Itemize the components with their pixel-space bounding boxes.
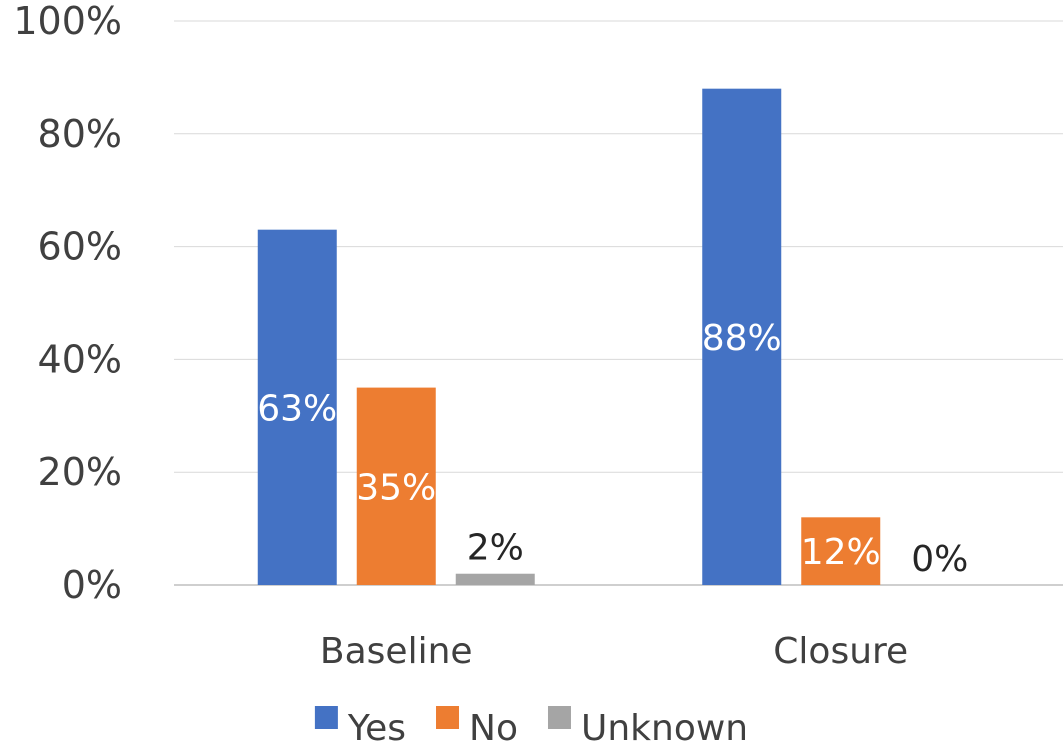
- y-tick-label: 0%: [62, 563, 122, 607]
- legend-swatch: [547, 706, 571, 729]
- bar-unknown-baseline: [455, 573, 535, 585]
- legend-item-no: No: [436, 706, 518, 749]
- legend-swatch: [436, 706, 460, 729]
- legend-label: No: [469, 708, 518, 749]
- bar-no-baseline: [356, 387, 436, 585]
- y-tick-label: 40%: [38, 337, 122, 381]
- data-label: 2%: [467, 528, 524, 569]
- y-tick-label: 20%: [38, 450, 122, 494]
- legend-item-unknown: Unknown: [547, 706, 748, 749]
- legend-label: Yes: [347, 708, 406, 749]
- bar-yes-closure: [702, 88, 782, 586]
- y-axis: 0% 20% 40% 60% 80% 100%: [13, 0, 122, 607]
- y-tick-label: 60%: [38, 225, 122, 269]
- y-tick-label: 80%: [38, 112, 122, 156]
- legend-label: Unknown: [581, 708, 748, 749]
- data-label: 63%: [257, 388, 337, 429]
- x-category-label: Baseline: [320, 631, 473, 672]
- legend-item-yes: Yes: [314, 706, 406, 749]
- data-label: 12%: [801, 532, 881, 573]
- legend-swatch: [314, 706, 338, 729]
- x-category-label: Closure: [773, 631, 908, 672]
- x-axis: Baseline Closure: [320, 631, 908, 672]
- bar-yes-baseline: [257, 229, 337, 585]
- data-label: 88%: [702, 318, 782, 359]
- legend: Yes No Unknown: [314, 706, 748, 749]
- data-label: 35%: [356, 467, 436, 508]
- y-tick-label: 100%: [13, 0, 122, 43]
- data-label: 0%: [911, 539, 968, 580]
- bars: 63% 35% 2% 88% 12% 0%: [257, 88, 968, 586]
- bar-no-closure: [801, 517, 881, 585]
